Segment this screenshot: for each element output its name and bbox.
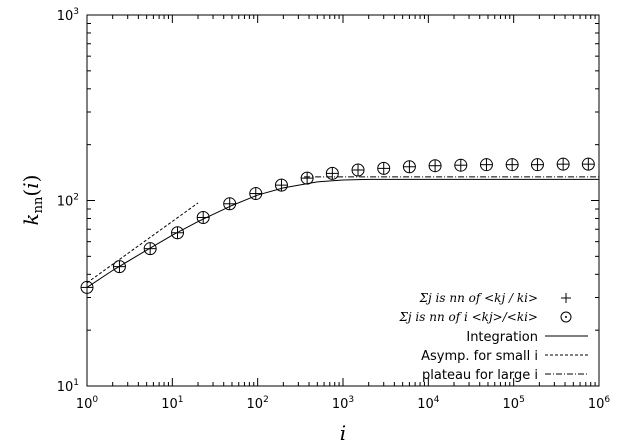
legend-circle-marker (560, 311, 572, 323)
circle-marker (556, 157, 570, 171)
circle-marker (325, 166, 339, 180)
legend: Σj is nn of <kj / ki> Σj is nn of i <kj>… (398, 291, 588, 383)
circle-marker (402, 160, 416, 174)
y-axis-label-main: k (19, 213, 43, 225)
circle-marker (505, 158, 519, 172)
y-axis-label: knn(i) (19, 175, 46, 226)
circle-marker (171, 226, 185, 240)
x-tick-label: 106 (588, 395, 611, 412)
circle-marker (223, 197, 237, 211)
circle-marker (530, 158, 544, 172)
series-lines (86, 176, 599, 288)
series-line-dashed (86, 202, 199, 284)
legend-entry-asymp-label: Asymp. for small i (421, 349, 538, 364)
circle-marker (351, 163, 365, 177)
x-tick-label: 102 (247, 395, 269, 412)
y-axis-label-close: ) (19, 175, 43, 183)
circle-marker-dot (565, 316, 567, 318)
legend-entry-plus-label: Σj is nn of <kj / ki> (419, 291, 538, 305)
legend-entry-circle-label: Σj is nn of i <kj>/<ki> (398, 310, 538, 324)
legend-plus-marker (561, 293, 571, 303)
legend-entry-plateau-label: plateau for large i (422, 368, 538, 383)
circle-marker (428, 159, 442, 173)
series-line-solid (86, 178, 599, 288)
x-tick-label: 105 (503, 395, 525, 412)
circle-marker (143, 242, 157, 256)
y-axis-label-arg: ( (19, 189, 43, 197)
circle-marker (560, 311, 572, 323)
circle-marker (249, 187, 263, 201)
y-axis-label-sub: nn (31, 196, 46, 213)
y-tick-label: 102 (57, 193, 79, 210)
circle-marker (196, 210, 210, 224)
circle-marker (274, 178, 288, 192)
x-axis-label: i (340, 421, 346, 445)
axis-ticks (86, 15, 599, 387)
y-tick-label: 103 (57, 7, 79, 24)
circle-marker (454, 158, 468, 172)
y-tick-label: 101 (57, 378, 79, 395)
legend-entry-integration-label: Integration (466, 330, 538, 345)
circle-marker (581, 157, 595, 171)
circle-marker (377, 161, 391, 175)
x-tick-label: 104 (417, 395, 440, 412)
x-tick-label: 103 (332, 395, 354, 412)
circle-marker (80, 280, 94, 294)
x-tick-label: 101 (161, 395, 183, 412)
circle-marker (112, 260, 126, 274)
x-tick-label: 100 (76, 395, 99, 412)
circle-marker (479, 158, 493, 172)
series-markers (80, 157, 595, 294)
y-axis-label-i: i (19, 182, 43, 188)
circle-marker (300, 171, 314, 185)
